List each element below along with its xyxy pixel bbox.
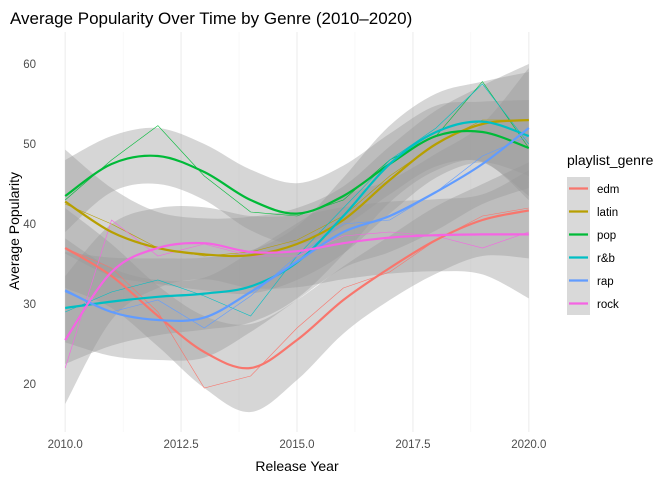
confidence-band-rock [65, 170, 529, 404]
legend-label: latin [597, 207, 618, 219]
chart-title: Average Popularity Over Time by Genre (2… [10, 9, 412, 28]
x-tick-label: 2020.0 [511, 439, 546, 451]
legend-label: edm [597, 184, 619, 196]
confidence-band-latin [65, 64, 529, 295]
legend-item-rap: rap [567, 269, 614, 292]
x-tick-label: 2012.5 [163, 439, 198, 451]
legend-label: rock [597, 299, 619, 311]
x-tick-label: 2015.0 [279, 439, 314, 451]
confidence-band-pop [65, 100, 529, 245]
legend-label: pop [597, 230, 616, 242]
plot-panel [64, 32, 530, 432]
legend-item-rock: rock [567, 292, 619, 315]
series-raw-line-pop [64, 81, 530, 217]
legend-item-pop: pop [567, 223, 616, 246]
legend-title: playlist_genre [567, 152, 654, 168]
y-tick-label: 60 [23, 59, 36, 71]
y-tick-label: 40 [23, 219, 36, 231]
legend-item-rb: r&b [567, 246, 615, 269]
legend-item-latin: latin [567, 200, 618, 223]
y-tick-label: 20 [23, 379, 36, 391]
x-axis-title: Release Year [255, 458, 339, 474]
legend-label: r&b [597, 253, 615, 265]
x-tick-label: 2010.0 [48, 439, 83, 451]
confidence-band-rap [65, 68, 529, 361]
y-tick-label: 30 [23, 299, 36, 311]
series-trend-line-rap [64, 127, 530, 322]
series-trend-line-edm [64, 209, 530, 370]
series-trend-line-latin [64, 118, 529, 258]
y-axis: 20 30 40 50 60 [23, 59, 36, 391]
series-trend-line-rock [64, 233, 529, 341]
x-tick-label: 2017.5 [395, 439, 430, 451]
y-axis-title: Average Popularity [6, 172, 22, 290]
series-trend-line-pop [64, 129, 530, 215]
legend: playlist_genre edm latin pop r&b rap rock [567, 152, 654, 315]
y-tick-label: 50 [23, 139, 36, 151]
legend-label: rap [597, 276, 614, 288]
trend-lines [64, 118, 530, 370]
x-axis: 2010.0 2012.5 2015.0 2017.5 2020.0 [48, 439, 547, 451]
legend-item-edm: edm [567, 177, 619, 200]
